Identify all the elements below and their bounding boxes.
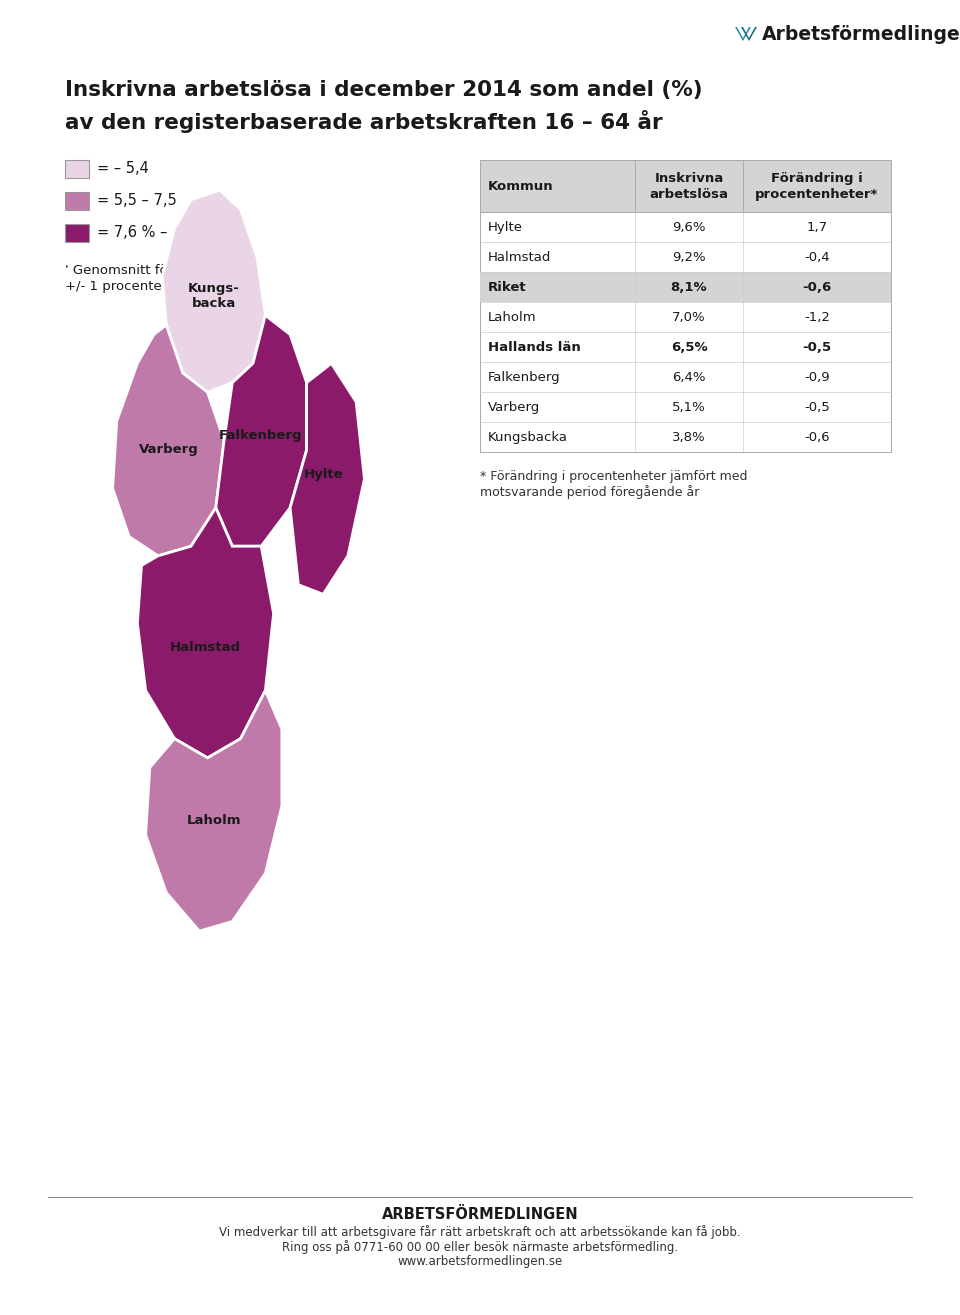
Text: 6,5%: 6,5% bbox=[671, 341, 708, 354]
Text: Falkenberg: Falkenberg bbox=[219, 429, 302, 442]
Text: 9,6%: 9,6% bbox=[672, 221, 706, 234]
Text: +/- 1 procentenhet: +/- 1 procentenhet bbox=[65, 280, 192, 293]
Text: Inskrivna arbetslösa i december 2014 som andel (%): Inskrivna arbetslösa i december 2014 som… bbox=[65, 80, 703, 100]
Text: Halmstad: Halmstad bbox=[488, 250, 551, 263]
Text: -0,6: -0,6 bbox=[803, 280, 831, 293]
Text: Hylte: Hylte bbox=[488, 221, 523, 234]
Text: -0,5: -0,5 bbox=[803, 341, 831, 354]
Text: Inskrivna
arbetslösa: Inskrivna arbetslösa bbox=[650, 171, 729, 200]
Bar bbox=[65, 192, 89, 210]
Text: Förändring i
procentenheter*: Förändring i procentenheter* bbox=[756, 171, 878, 200]
Text: motsvarande period föregående år: motsvarande period föregående år bbox=[480, 485, 700, 498]
Text: Ring oss på 0771-60 00 00 eller besök närmaste arbetsförmedling.: Ring oss på 0771-60 00 00 eller besök nä… bbox=[282, 1240, 678, 1255]
Text: Riket: Riket bbox=[488, 280, 527, 293]
Text: = – 5,4: = – 5,4 bbox=[97, 160, 149, 176]
Text: ARBETSFÖRMEDLINGEN: ARBETSFÖRMEDLINGEN bbox=[382, 1207, 578, 1222]
Polygon shape bbox=[216, 316, 306, 546]
Text: Halmstad: Halmstad bbox=[170, 640, 241, 654]
Text: * Förändring i procentenheter jämfört med: * Förändring i procentenheter jämfört me… bbox=[480, 469, 748, 483]
Polygon shape bbox=[162, 191, 265, 392]
Polygon shape bbox=[146, 690, 282, 931]
Text: -0,5: -0,5 bbox=[804, 401, 829, 413]
Bar bbox=[65, 160, 89, 178]
Polygon shape bbox=[741, 28, 757, 41]
Text: ' Genomsnitt för länet: ' Genomsnitt för länet bbox=[65, 264, 211, 277]
Text: = 5,5 – 7,5: = 5,5 – 7,5 bbox=[97, 193, 177, 208]
Text: 7,0%: 7,0% bbox=[672, 310, 706, 323]
Text: Varberg: Varberg bbox=[488, 401, 540, 413]
Text: Falkenberg: Falkenberg bbox=[488, 371, 561, 384]
Text: 3,8%: 3,8% bbox=[672, 430, 706, 443]
Text: av den registerbaserade arbetskraften 16 – 64 år: av den registerbaserade arbetskraften 16… bbox=[65, 110, 662, 133]
Text: 9,2%: 9,2% bbox=[672, 250, 706, 263]
Polygon shape bbox=[137, 508, 274, 757]
Text: Hallands län: Hallands län bbox=[488, 341, 581, 354]
Text: 6,4%: 6,4% bbox=[672, 371, 706, 384]
Bar bbox=[65, 224, 89, 242]
Polygon shape bbox=[290, 363, 365, 594]
Text: -0,6: -0,6 bbox=[804, 430, 829, 443]
Text: = 7,6 % –: = 7,6 % – bbox=[97, 225, 167, 241]
Text: -0,9: -0,9 bbox=[804, 371, 829, 384]
Bar bbox=[480, 272, 891, 302]
Text: -1,2: -1,2 bbox=[804, 310, 830, 323]
Polygon shape bbox=[735, 28, 751, 41]
Text: Kommun: Kommun bbox=[488, 180, 554, 192]
Text: Laholm: Laholm bbox=[488, 310, 537, 323]
Bar bbox=[480, 160, 891, 212]
Text: Laholm: Laholm bbox=[186, 814, 241, 827]
Text: www.arbetsformedlingen.se: www.arbetsformedlingen.se bbox=[397, 1255, 563, 1268]
Text: Arbetsförmedlingen: Arbetsförmedlingen bbox=[762, 25, 960, 43]
Text: Kungsbacka: Kungsbacka bbox=[488, 430, 568, 443]
Text: Vi medverkar till att arbetsgivare får rätt arbetskraft och att arbetssökande ka: Vi medverkar till att arbetsgivare får r… bbox=[219, 1226, 741, 1239]
Text: -0,4: -0,4 bbox=[804, 250, 829, 263]
Text: 1,7: 1,7 bbox=[806, 221, 828, 234]
Text: Kungs-
backa: Kungs- backa bbox=[188, 281, 240, 310]
Bar bbox=[480, 160, 891, 452]
Text: 8,1%: 8,1% bbox=[671, 280, 708, 293]
Text: Varberg: Varberg bbox=[138, 443, 198, 456]
Text: Hylte: Hylte bbox=[303, 468, 343, 480]
Text: 5,1%: 5,1% bbox=[672, 401, 706, 413]
Polygon shape bbox=[112, 325, 224, 556]
